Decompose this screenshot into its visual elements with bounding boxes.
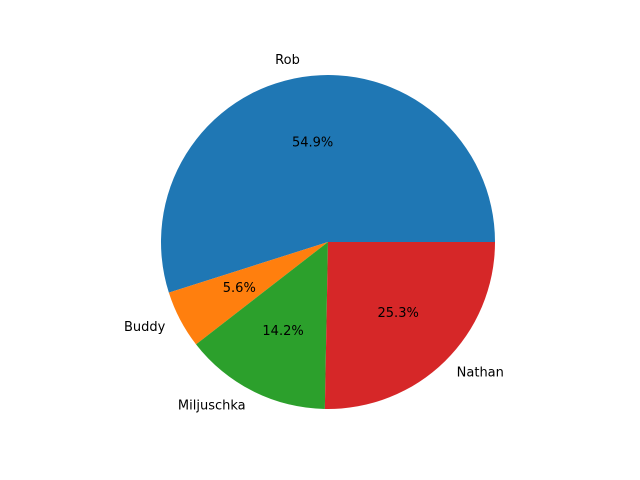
slice-label-buddy: Buddy [124,320,166,335]
slice-label-miljuschka: Miljuschka [178,399,246,414]
pie-slices [161,75,495,409]
pie-labels: Rob 54.9% Buddy 5.6% Miljuschka 14.2% Nathan 25… [124,53,504,414]
percent-label-rob: 54.9% [292,135,333,150]
pie-slice-miljuschka [196,242,328,409]
pie-slice-rob [161,75,495,293]
percent-label-nathan: 25.3% [378,306,419,321]
slice-label-rob: Rob [275,53,300,68]
pie-slice-buddy [168,242,328,345]
percent-label-buddy: 5.6% [223,281,256,296]
percent-label-miljuschka: 14.2% [262,324,303,339]
slice-label-nathan: Nathan [457,366,504,381]
pie-slice-nathan [324,242,495,409]
